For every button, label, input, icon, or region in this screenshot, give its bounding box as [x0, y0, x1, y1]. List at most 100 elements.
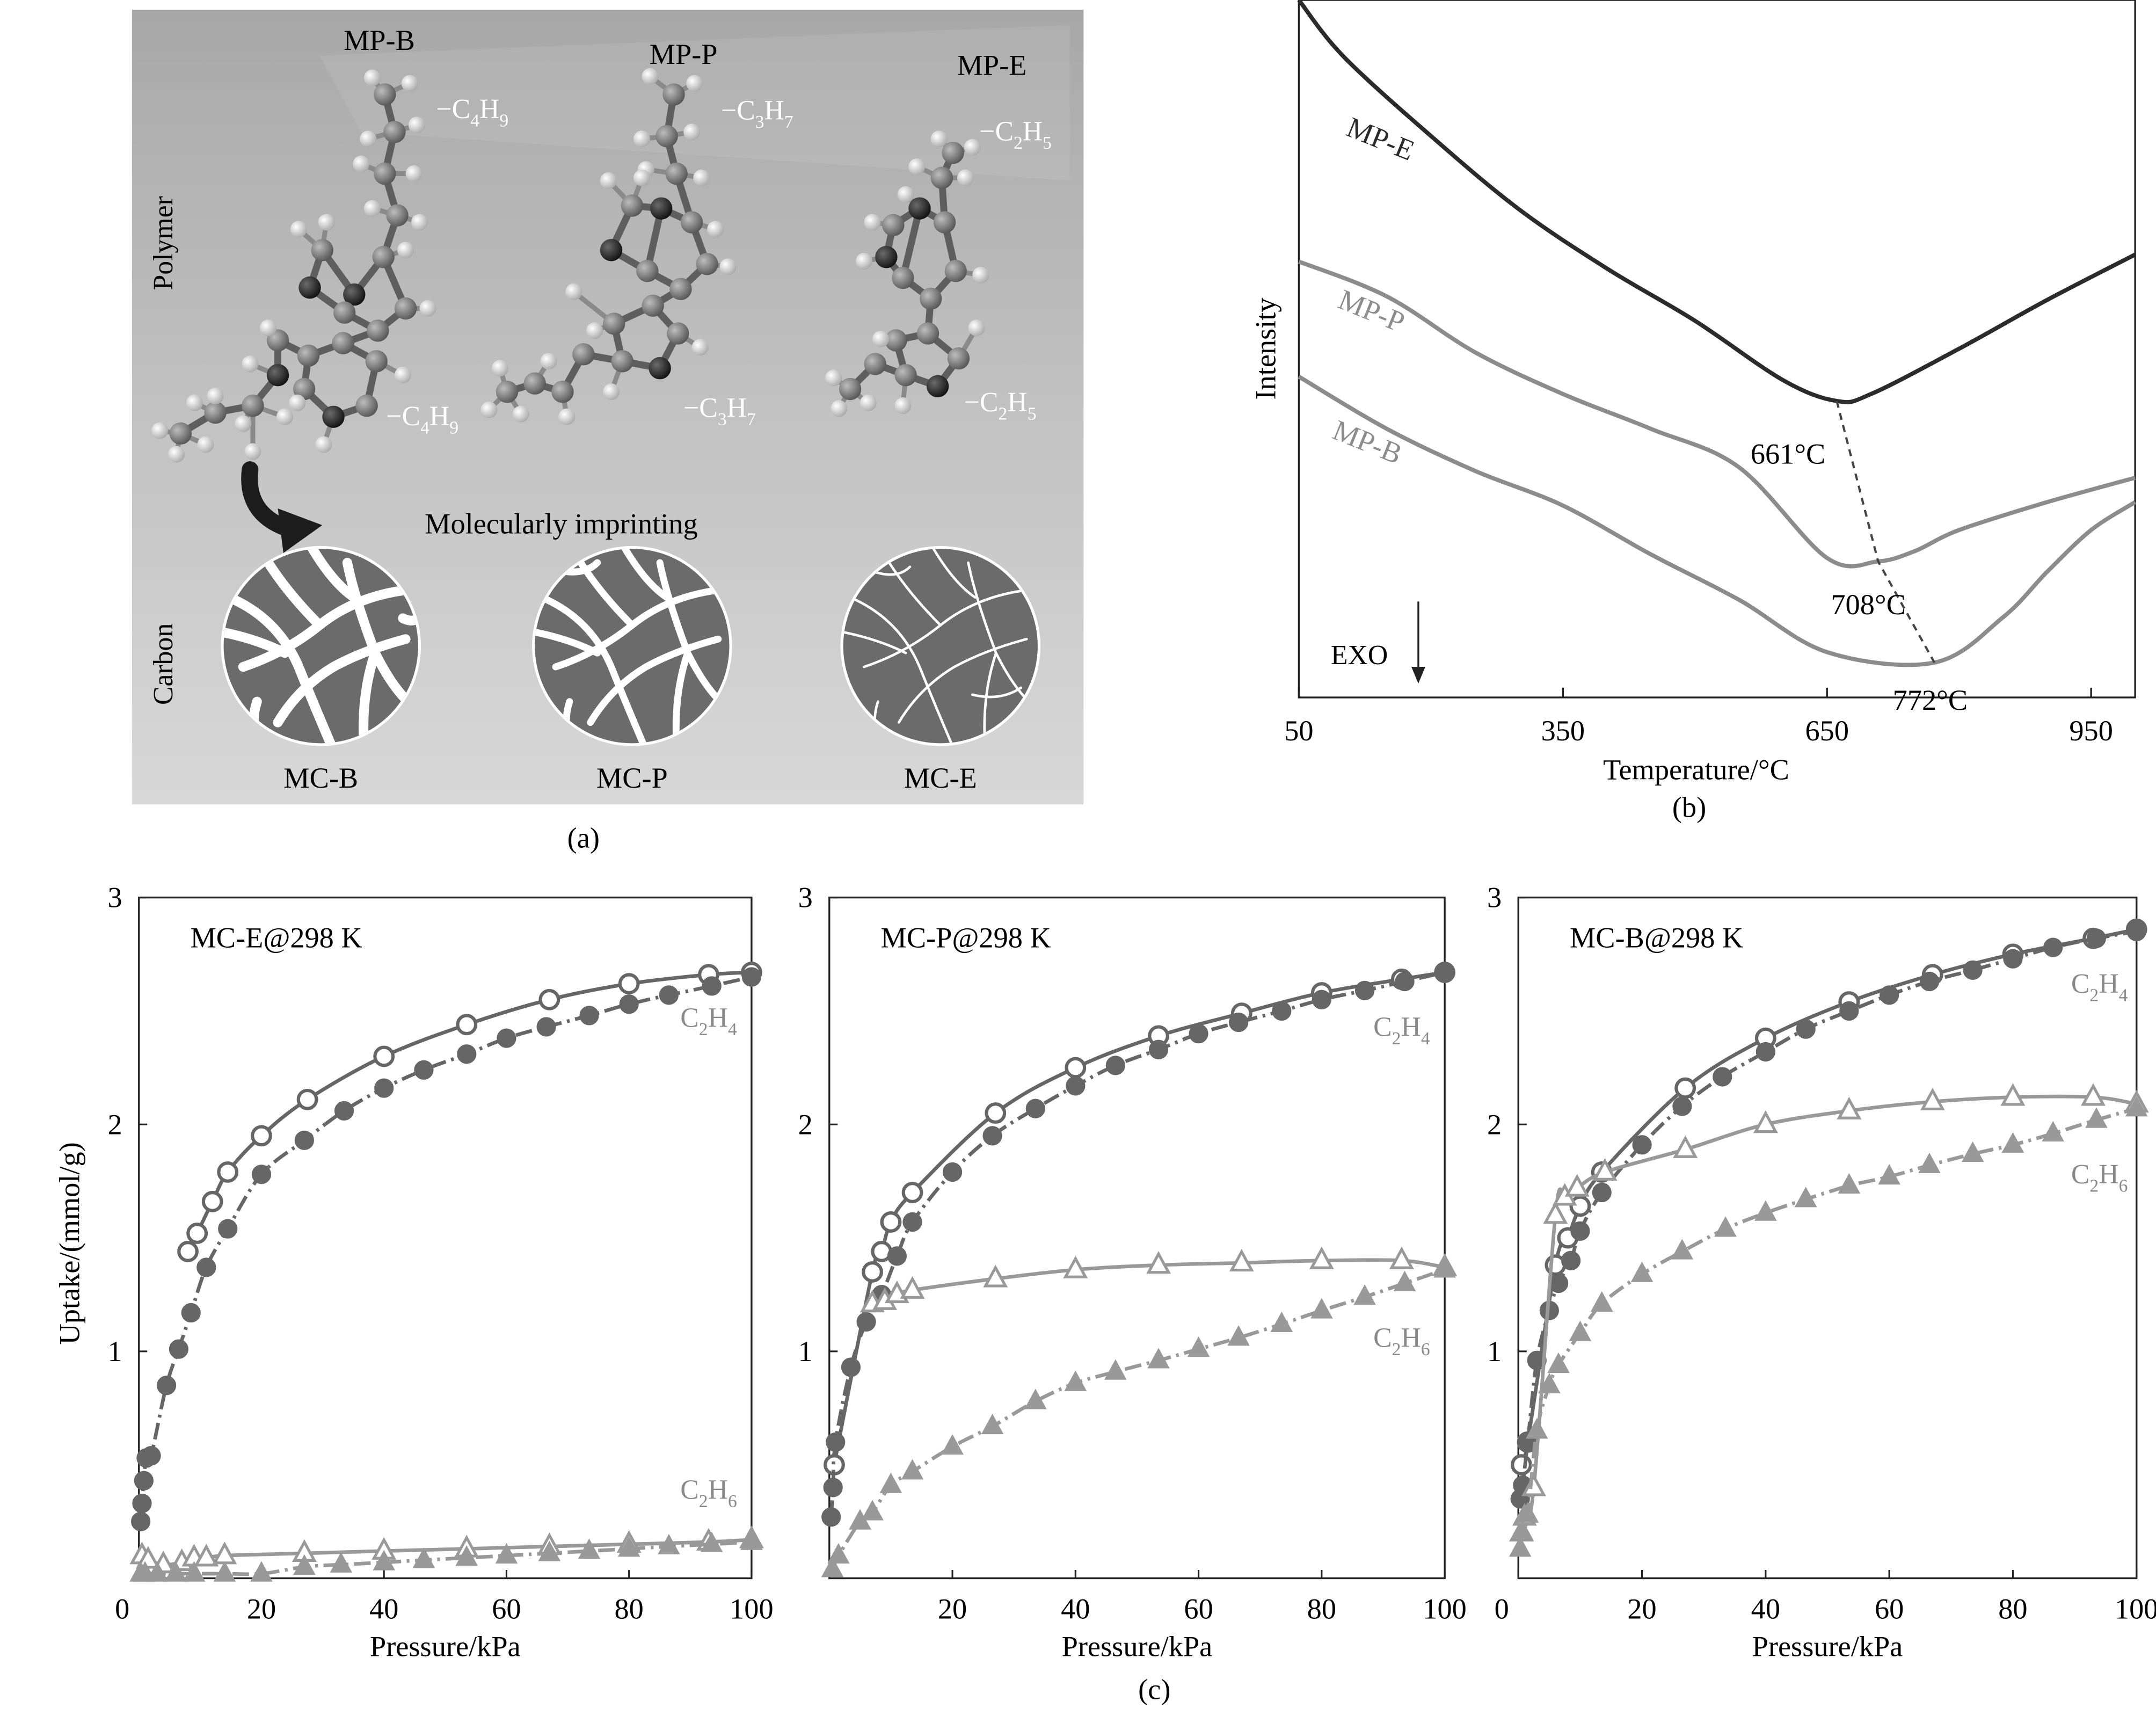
data-point: [2125, 1096, 2148, 1117]
data-point: [374, 1078, 394, 1098]
polymer-name-mp-b: MP-B: [344, 24, 415, 56]
x-tick-label-b: 650: [1805, 715, 1849, 747]
carbon-atom: [333, 301, 356, 324]
data-point: [2081, 1083, 2106, 1106]
carbon-atom: [885, 329, 907, 352]
exo-label: EXO: [1331, 640, 1388, 671]
data-point: [1228, 1012, 1249, 1032]
data-point: [1527, 1350, 1547, 1370]
carbon-atom: [332, 332, 354, 354]
data-point: [296, 1088, 318, 1110]
carbon-atom: [365, 350, 388, 373]
curve-mp-e: [1297, 0, 2136, 404]
data-point: [250, 1561, 273, 1582]
y-axis-label-c: Uptake/(mmol/g): [53, 1142, 85, 1344]
data-point: [901, 1182, 923, 1203]
data-point: [177, 1240, 199, 1262]
data-point: [1104, 1359, 1127, 1380]
data-point: [861, 1500, 884, 1521]
carbon-atom: [680, 211, 703, 234]
y-tick-label: 3: [798, 882, 813, 914]
data-point: [862, 1261, 883, 1283]
data-point: [196, 1257, 216, 1277]
data-point: [2086, 928, 2106, 948]
data-point: [218, 1219, 238, 1239]
data-point: [131, 1511, 151, 1531]
carbon-atom: [882, 214, 905, 236]
hydrogen-atom: [480, 401, 498, 418]
carbon-atom: [297, 344, 320, 367]
carbon-atom: [864, 353, 886, 375]
x-tick-label-b: 350: [1541, 715, 1585, 747]
data-point: [1918, 1152, 1941, 1173]
carbon-atom: [355, 394, 378, 417]
data-point: [2003, 949, 2023, 969]
hydrogen-atom: [719, 258, 737, 275]
data-point: [1592, 1158, 1618, 1181]
hydrogen-atom: [259, 319, 276, 337]
polymer-name-mp-e: MP-E: [957, 49, 1027, 82]
hydrogen-atom: [242, 355, 259, 373]
data-point: [1671, 1239, 1694, 1260]
bond: [899, 207, 923, 279]
x-tick-label-b: 950: [2069, 715, 2113, 747]
heteroatom: [266, 363, 289, 387]
data-point: [1147, 1348, 1170, 1369]
data-point: [983, 1264, 1008, 1288]
data-point: [1543, 1201, 1568, 1224]
data-point: [456, 1014, 478, 1036]
data-point: [1630, 1261, 1654, 1282]
data-point: [982, 1126, 1002, 1146]
panel-label-b: (b): [1672, 791, 1706, 824]
series-c2h4-circle-filled: [821, 962, 1455, 1527]
x-tick-label: 100: [730, 1593, 774, 1625]
carbon-atom: [894, 363, 917, 387]
data-point: [1521, 1473, 1546, 1496]
hydrogen-atom: [207, 387, 224, 404]
data-point: [1395, 971, 1415, 992]
hydrogen-atom: [394, 367, 411, 384]
heteroatom: [298, 276, 321, 299]
hydrogen-atom: [957, 169, 974, 186]
x-axis-label: Pressure/kPa: [1752, 1630, 1903, 1662]
carbon-atom: [947, 347, 970, 370]
plot-frame: [1517, 896, 2138, 1580]
hydrogen-atom: [968, 319, 985, 337]
heteroatom: [649, 357, 671, 380]
carbon-atom: [636, 259, 659, 282]
carbon-atom: [204, 401, 227, 424]
data-point: [1309, 1246, 1334, 1269]
carbon-atom: [662, 83, 685, 106]
hydrogen-atom: [289, 394, 306, 411]
hydrogen-atom: [707, 221, 724, 238]
data-point: [1838, 1173, 1861, 1194]
data-point: [1516, 1502, 1539, 1523]
hydrogen-atom: [930, 130, 948, 148]
data-point: [1672, 1096, 1692, 1116]
hydrogen-atom: [151, 422, 169, 439]
data-point: [373, 1550, 396, 1570]
data-point: [1569, 1320, 1592, 1341]
series-line: [1519, 927, 2137, 1467]
hydrogen-atom: [565, 283, 582, 300]
series-label-c2h6: C2H6: [1373, 1322, 1430, 1359]
y-tick-label: 3: [108, 882, 122, 914]
data-point: [294, 1130, 314, 1150]
x-tick-label: 0: [115, 1593, 129, 1625]
data-point: [1561, 1250, 1581, 1270]
data-point: [2001, 1132, 2024, 1153]
series-c2h6-triangle-filled: [821, 1257, 1456, 1577]
carbon-atom: [603, 312, 625, 335]
carbon-atom: [551, 381, 574, 403]
carbon-atom: [386, 204, 409, 227]
data-point: [1961, 1141, 1984, 1162]
x-tick-label: 80: [1307, 1593, 1336, 1625]
peak-annotation: 661°C: [1751, 438, 1825, 470]
series-c2h4-circle-open: [177, 962, 762, 1262]
data-point: [201, 1191, 223, 1212]
process-label: Molecularly imprinting: [425, 508, 697, 540]
data-point: [617, 1536, 640, 1557]
hydrogen-atom: [633, 130, 650, 148]
